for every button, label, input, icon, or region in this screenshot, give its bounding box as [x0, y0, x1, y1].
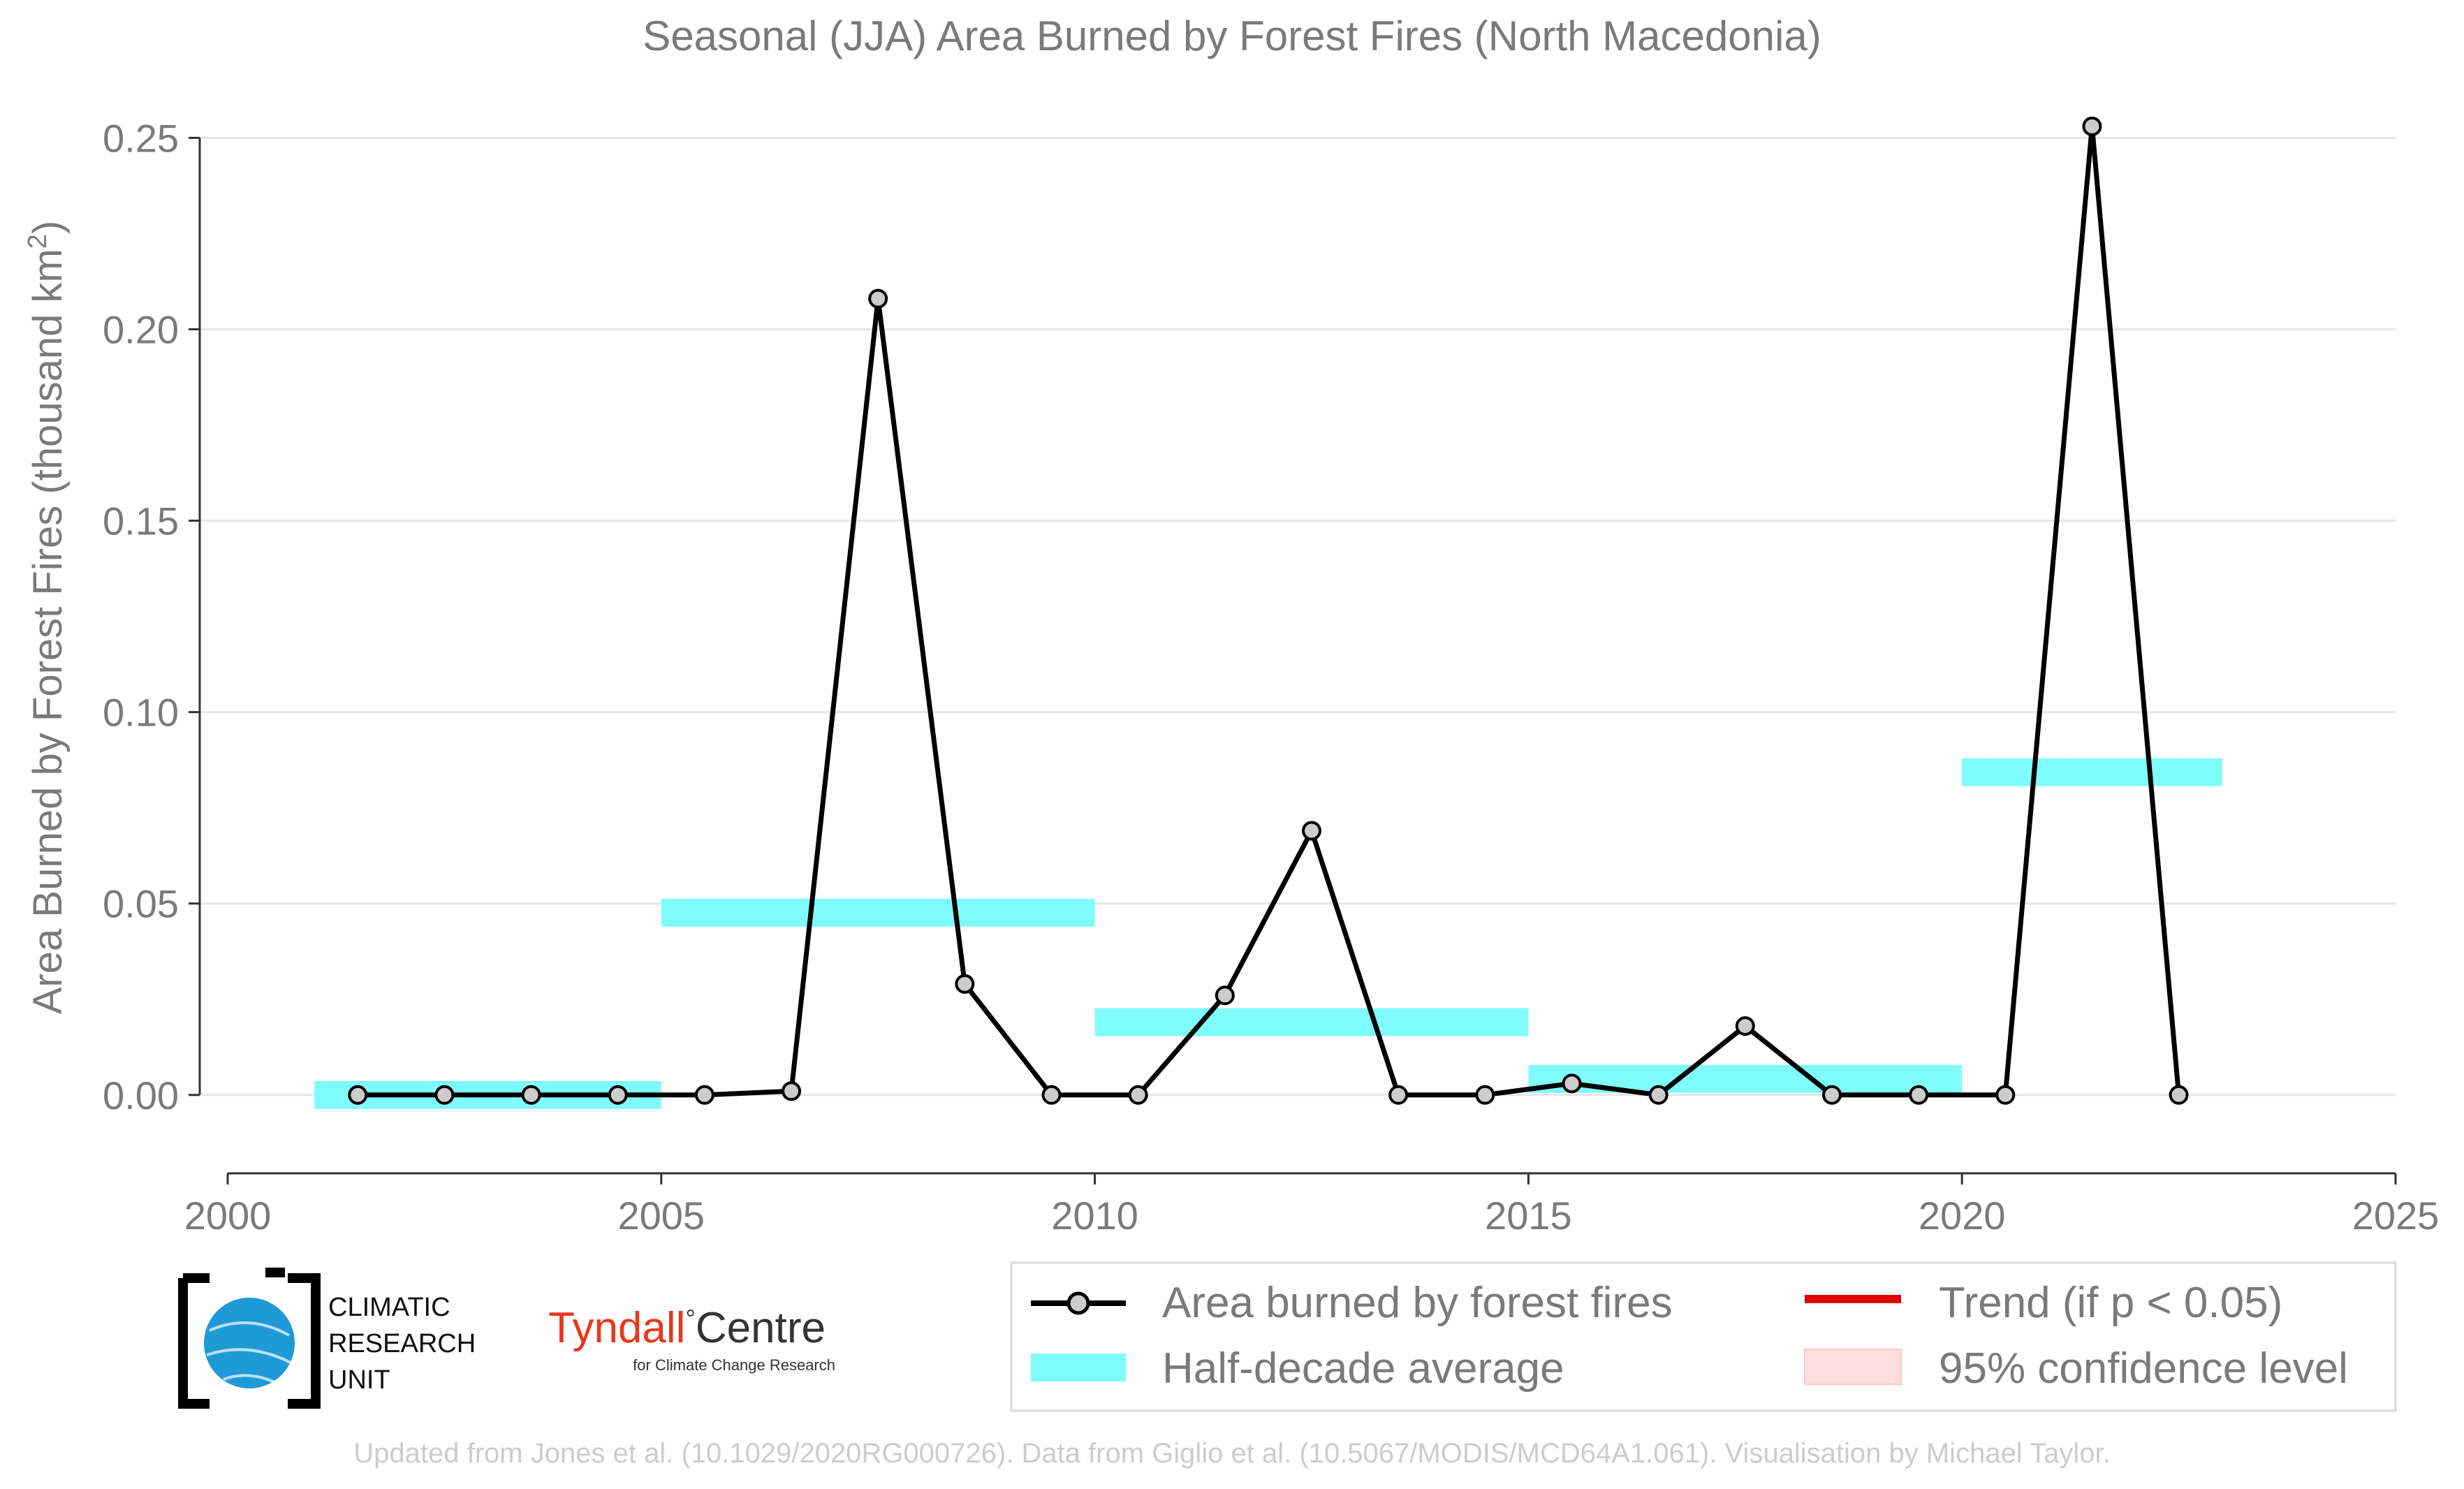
data-point	[1821, 1085, 1842, 1105]
legend-average-swatch	[1031, 1354, 1126, 1381]
legend-series-label: Area burned by forest fires	[1162, 1279, 1673, 1327]
half-decade-average-bar	[1094, 1008, 1529, 1036]
data-point	[868, 288, 888, 309]
y-tick-label: 0.05	[103, 882, 179, 926]
series-line	[358, 124, 2182, 1098]
grid-lines	[200, 136, 2396, 1096]
tyndall-wordmark: Tyndall°Centre	[548, 1304, 826, 1352]
x-axis: 2000 2005 2010 2015 2020 2025	[184, 1172, 2440, 1238]
data-point	[2082, 116, 2102, 136]
data-point	[1995, 1085, 2016, 1105]
x-tick-label: 2015	[1485, 1194, 1572, 1238]
data-point	[434, 1085, 455, 1105]
legend-confidence-swatch	[1804, 1349, 1902, 1385]
half-decade-average-bar	[661, 898, 1095, 927]
data-point	[694, 1085, 714, 1105]
x-tick-label: 2005	[618, 1194, 705, 1238]
chart-title: Seasonal (JJA) Area Burned by Forest Fir…	[643, 13, 1821, 59]
tyndall-logo: Tyndall°Centre for Climate Change Resear…	[548, 1304, 835, 1374]
y-tick-label: 0.15	[103, 499, 179, 543]
globe-icon	[204, 1298, 295, 1388]
data-point	[608, 1085, 628, 1105]
y-tick-label: 0.10	[103, 691, 179, 735]
data-point	[1648, 1085, 1669, 1105]
y-axis: 0.00 0.05 0.10 0.15 0.20 0.25	[103, 116, 201, 1117]
legend-series-marker-icon	[1066, 1291, 1090, 1315]
cru-line-3: UNIT	[328, 1365, 390, 1395]
data-point	[1215, 985, 1235, 1006]
y-tick-label: 0.20	[103, 307, 179, 351]
data-point	[348, 1085, 368, 1105]
footer-credits: Updated from Jones et al. (10.1029/2020R…	[353, 1438, 2110, 1469]
y-tick-label: 0.00	[103, 1073, 179, 1117]
data-point	[2169, 1085, 2189, 1105]
cru-line-1: CLIMATIC	[328, 1293, 450, 1322]
data-point	[521, 1085, 541, 1105]
x-tick-label: 2010	[1051, 1194, 1138, 1238]
data-point	[1302, 821, 1321, 841]
half-decade-average-bands	[314, 758, 2222, 1109]
cru-line-2: RESEARCH	[328, 1329, 476, 1358]
legend: Area burned by forest fires Half-decade …	[1010, 1261, 2397, 1412]
x-tick-label: 2025	[2352, 1194, 2440, 1238]
y-axis-label: Area Burned by Forest Fires (thousand km…	[23, 221, 71, 1015]
data-point	[1909, 1085, 1929, 1105]
tyndall-subtitle: for Climate Change Research	[633, 1356, 835, 1374]
data-point	[1041, 1085, 1062, 1105]
legend-average-label: Half-decade average	[1162, 1344, 1564, 1393]
data-point	[782, 1081, 802, 1101]
data-point	[955, 974, 975, 994]
half-decade-average-bar	[1962, 758, 2222, 786]
series-area-burned	[348, 116, 2189, 1105]
legend-confidence-label: 95% confidence level	[1939, 1344, 2348, 1393]
data-point	[1128, 1085, 1148, 1105]
x-tick-label: 2020	[1919, 1194, 2006, 1238]
y-tick-label: 0.25	[103, 116, 179, 160]
data-point	[1735, 1016, 1755, 1036]
cru-logo: CLIMATIC RESEARCH UNIT	[178, 1268, 476, 1409]
data-point	[1388, 1085, 1409, 1105]
data-point	[1475, 1085, 1495, 1105]
x-tick-label: 2000	[184, 1194, 272, 1238]
legend-box	[1010, 1261, 2397, 1412]
data-point	[1562, 1073, 1582, 1094]
legend-trend-label: Trend (if p < 0.05)	[1939, 1279, 2282, 1327]
